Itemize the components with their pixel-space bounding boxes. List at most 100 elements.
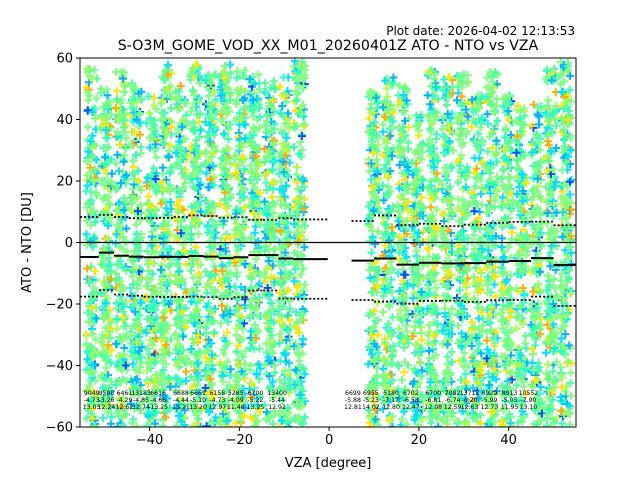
scatter-point — [89, 283, 98, 292]
scatter-point — [106, 274, 115, 283]
scatter-point — [107, 169, 116, 178]
scatter-point — [99, 102, 108, 111]
scatter-point — [146, 275, 155, 284]
scatter-point — [83, 355, 92, 364]
scatter-point — [172, 297, 181, 306]
scatter-point — [180, 406, 189, 415]
scatter-point — [130, 307, 139, 316]
scatter-point — [104, 253, 113, 262]
scatter-point — [151, 140, 160, 149]
scatter-point — [116, 292, 125, 301]
scatter-point — [157, 322, 166, 331]
scatter-point — [127, 347, 136, 356]
scatter-point — [106, 200, 115, 209]
scatter-point — [164, 251, 173, 260]
scatter-point — [145, 143, 154, 152]
scatter-point — [149, 101, 158, 110]
scatter-point — [113, 314, 122, 323]
scatter-point — [92, 74, 101, 83]
scatter-point — [83, 106, 92, 115]
scatter-point — [103, 294, 112, 303]
scatter-point — [149, 164, 158, 173]
scatter-point — [173, 201, 182, 210]
scatter-point — [136, 363, 145, 372]
scatter-point — [102, 193, 111, 202]
scatter-point — [132, 220, 141, 229]
plot-date: Plot date: 2026-04-02 12:13:53 — [386, 24, 575, 38]
scatter-point — [187, 247, 196, 256]
scatter-point — [113, 359, 122, 368]
scatter-point — [126, 284, 135, 293]
scatter-point — [113, 87, 122, 96]
scatter-point — [112, 304, 121, 313]
scatter-point — [137, 399, 146, 408]
scatter-point — [127, 81, 136, 90]
scatter-point — [98, 333, 107, 342]
scatter-point — [152, 353, 161, 362]
scatter-point — [196, 260, 205, 269]
scatter-point — [122, 171, 131, 180]
scatter-point — [187, 230, 196, 239]
scatter-point — [132, 355, 141, 364]
scatter-point — [116, 257, 125, 266]
scatter-point — [149, 300, 158, 309]
scatter-point — [193, 279, 202, 288]
scatter-point — [197, 406, 206, 415]
scatter-point — [129, 108, 138, 117]
scatter-point — [161, 340, 170, 349]
scatter-point — [118, 313, 127, 322]
scatter-point — [163, 278, 172, 287]
scatter-point — [158, 421, 167, 427]
scatter-point — [102, 85, 111, 94]
scatter-point — [134, 277, 143, 286]
scatter-point — [176, 82, 185, 91]
plot-area: 9049-4.7313.059508-3.2612.246461-4.2912.… — [80, 58, 576, 427]
scatter-point — [172, 386, 181, 395]
scatter-point — [144, 92, 153, 101]
bin-column-1 — [82, 64, 102, 427]
scatter-point — [92, 314, 101, 323]
scatter-point — [118, 421, 127, 427]
scatter-point — [132, 230, 141, 239]
scatter-point — [113, 127, 122, 136]
scatter-point — [134, 122, 143, 131]
scatter-point — [115, 220, 124, 229]
scatter-point — [120, 110, 129, 119]
scatter-point — [89, 242, 98, 251]
scatter-point — [104, 341, 113, 350]
scatter-point — [163, 406, 172, 415]
scatter-point — [101, 353, 110, 362]
scatter-point — [162, 360, 171, 369]
scatter-point — [113, 150, 122, 159]
scatter-point — [111, 159, 120, 168]
scatter-point — [142, 281, 151, 290]
scatter-point — [127, 418, 136, 427]
scatter-point — [195, 133, 204, 142]
scatter-point — [98, 383, 107, 392]
scatter-point — [87, 303, 96, 312]
scatter-point — [99, 256, 108, 265]
scatter-point — [176, 154, 185, 163]
scatter-point — [157, 265, 166, 274]
scatter-point — [161, 306, 170, 315]
scatter-point — [134, 253, 143, 262]
scatter-point — [111, 239, 120, 248]
scatter-point — [111, 276, 120, 285]
scatter-point — [158, 163, 167, 172]
scatter-point — [152, 408, 161, 417]
scatter-point — [121, 144, 130, 153]
scatter-point — [99, 413, 108, 422]
scatter-point — [122, 134, 131, 143]
scatter-point — [159, 366, 168, 375]
scatter-point — [144, 303, 153, 312]
scatter-point — [116, 179, 125, 188]
scatter-point — [189, 273, 198, 282]
scatter-point — [88, 107, 97, 116]
scatter-point — [151, 223, 160, 232]
scatter-point — [186, 388, 195, 397]
scatter-point — [111, 185, 120, 194]
scatter-point — [129, 175, 138, 184]
scatter-point — [151, 289, 160, 298]
scatter-point — [84, 386, 93, 395]
scatter-point — [159, 138, 168, 147]
